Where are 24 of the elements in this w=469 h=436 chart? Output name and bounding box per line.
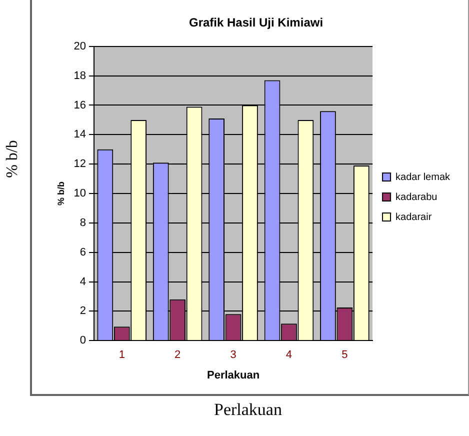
y-tick-label: 12 xyxy=(74,158,86,170)
y-tick-label: 2 xyxy=(80,305,86,318)
y-axis-title: % b/b xyxy=(56,181,66,206)
y-tick-label: 8 xyxy=(80,216,86,229)
legend-label: kadarair xyxy=(396,212,432,223)
x-tick-label: 3 xyxy=(230,349,236,362)
x-tick-label: 2 xyxy=(174,349,181,362)
y-tick-label: 18 xyxy=(74,70,86,82)
x-tick-label: 4 xyxy=(286,349,292,362)
y-tick-label: 0 xyxy=(80,334,86,347)
y-tick-label: 10 xyxy=(74,188,86,200)
y-tick-label: 14 xyxy=(74,128,86,141)
legend-label: kadar lemak xyxy=(396,172,451,183)
text: Perlakuan xyxy=(213,400,283,420)
y-tick-label: 20 xyxy=(74,40,86,52)
x-tick-label: 5 xyxy=(342,349,348,362)
text: % b/b xyxy=(4,139,22,180)
x-axis-title: Perlakuan xyxy=(206,369,260,382)
y-tick-label: 4 xyxy=(80,276,86,288)
legend-label: kadarabu xyxy=(396,192,438,203)
y-tick-label: 16 xyxy=(74,99,86,112)
y-tick-label: 6 xyxy=(80,246,86,258)
x-tick-label: 1 xyxy=(118,349,125,362)
chart-title: Grafik Hasil Uji Kimiawi xyxy=(188,16,324,30)
